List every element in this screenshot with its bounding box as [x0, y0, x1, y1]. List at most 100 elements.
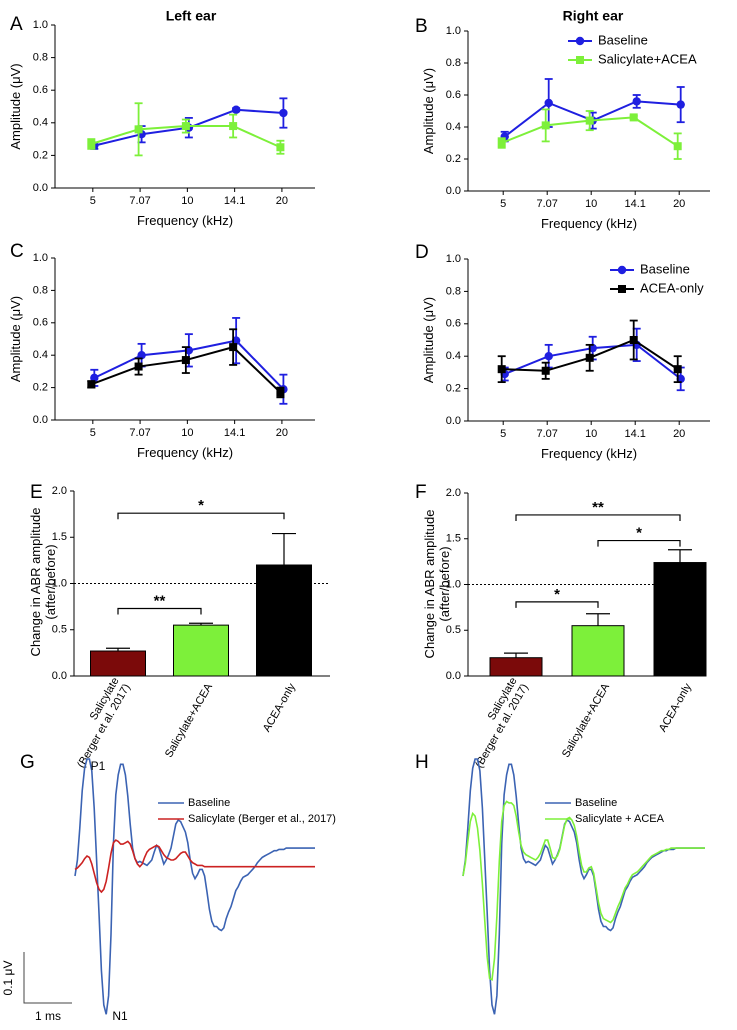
scale-bar	[23, 952, 72, 1004]
x-tick-label-line: ACEA-only	[261, 681, 299, 734]
legend: Baseline Salicylate (Berger et al., 2017)	[158, 797, 336, 825]
legend-marker	[618, 285, 626, 293]
y-tick-label: 0.4	[33, 349, 48, 361]
x-tick-label: 20	[673, 198, 685, 210]
y-tick-label: 0.4	[446, 121, 461, 133]
y-axis-label: Amplitude (μV)	[8, 63, 23, 149]
data-point	[279, 108, 288, 118]
x-tick-label: 10	[585, 428, 597, 440]
scale-bar-vertical-label: 0.1 μV	[1, 961, 15, 996]
y-tick-label: 1.0	[446, 25, 461, 37]
panel-c: C 0.0 0.2 0.4 0.6 0.8 1.0 5 7.07 10 14.1 20 Frequenc…	[8, 241, 315, 460]
series-acea-only	[87, 328, 285, 399]
y-tick-label: 1.0	[52, 577, 67, 589]
y-tick-label: 0.2	[33, 149, 48, 161]
scale-bar-horizontal-label: 1 ms	[35, 1009, 61, 1023]
x-tick-label: 5	[500, 428, 506, 440]
x-axis-label: Frequency (kHz)	[137, 213, 233, 228]
y-tick-label: 0.4	[33, 117, 48, 129]
y-tick-label: 0.2	[33, 382, 48, 394]
x-tick-label: Salicylate+ACEA	[560, 681, 612, 760]
legend-label: Baseline	[640, 261, 690, 276]
x-tick-label: 14.1	[624, 428, 645, 440]
y-tick-label: 0.8	[33, 52, 48, 64]
x-tick-label: 7.07	[536, 198, 557, 210]
data-point	[497, 139, 506, 147]
data-point	[134, 362, 143, 371]
x-tick-label: 5	[500, 198, 506, 210]
series-acea-only	[497, 319, 682, 384]
y-tick-label: 0.2	[446, 153, 461, 165]
legend: Baseline ACEA-only	[610, 261, 704, 295]
x-tick-label: Salicylate+ACEA	[163, 681, 215, 760]
x-tick-label: 10	[585, 198, 597, 210]
x-tick-label: ACEA-only	[657, 681, 695, 734]
data-point	[541, 121, 550, 130]
x-tick-label: 10	[181, 427, 193, 439]
legend-label: Salicylate+ACEA	[598, 51, 697, 66]
legend-marker	[576, 56, 584, 64]
y-tick-label: 0.6	[33, 317, 48, 329]
panel-e: E 0.0 0.5 1.0 1.5 2.0 Change in ABR amplitude(…	[28, 482, 330, 770]
data-point	[87, 380, 96, 389]
legend-marker	[575, 36, 585, 46]
legend-label: ACEA-only	[640, 280, 704, 295]
data-point	[181, 356, 190, 365]
data-point	[541, 366, 550, 375]
bar	[173, 624, 229, 677]
x-tick-label: 14.1	[224, 427, 245, 439]
y-axis-label: Amplitude (μV)	[421, 68, 436, 154]
data-point	[585, 353, 594, 362]
peak-label-p1: P1	[91, 759, 106, 773]
significance-bracket	[597, 539, 681, 547]
y-tick-label: 0.0	[33, 182, 48, 194]
y-tick-label: 0.0	[446, 185, 461, 197]
legend-label: Baseline	[598, 32, 648, 47]
panel-letter-g: G	[20, 752, 35, 773]
trace-baseline	[74, 758, 315, 1015]
x-tick-label: 20	[276, 427, 288, 439]
data-point	[673, 365, 682, 374]
panel-h: H Baseline Salicylate + ACEA	[415, 752, 705, 1015]
x-tick-label: 14.1	[224, 195, 245, 207]
panel-letter-f: F	[415, 482, 427, 503]
series-salicylate-acea	[87, 102, 285, 157]
panel-f: F 0.0 0.5 1.0 1.5 2.0 Change in ABR amplitude(…	[415, 482, 707, 770]
panel-letter-c: C	[10, 241, 24, 262]
significance-bracket	[117, 512, 285, 520]
data-point	[544, 352, 553, 361]
y-tick-label: 1.0	[446, 578, 461, 590]
y-tick-label: 1.5	[446, 533, 461, 545]
x-tick-label-line: Salicylate+ACEA	[163, 681, 215, 760]
y-tick-label: 0.0	[446, 670, 461, 682]
y-tick-label: 0.6	[446, 89, 461, 101]
x-tick-label: 7.07	[129, 195, 150, 207]
data-point	[632, 97, 641, 106]
legend: Baseline Salicylate + ACEA	[545, 797, 665, 825]
series-salicylate-acea	[497, 108, 682, 160]
data-point	[181, 122, 190, 131]
y-axis-label: Change in ABR amplitude	[28, 508, 43, 657]
x-tick-label: 20	[673, 428, 685, 440]
legend-label: Baseline	[575, 797, 617, 809]
y-axis-label: (after/before)	[43, 544, 58, 619]
panel-letter-h: H	[415, 752, 429, 773]
data-point	[544, 98, 553, 108]
x-tick-label-line: ACEA-only	[657, 681, 695, 734]
significance-bracket	[515, 601, 599, 608]
y-tick-label: 0.8	[33, 284, 48, 296]
data-point	[276, 388, 285, 397]
y-tick-label: 0.5	[446, 624, 461, 636]
panel-d: D 0.0 0.2 0.4 0.6 0.8 1.0 5 7.07 10 14.1 20 Frequenc…	[415, 242, 710, 461]
panel-letter-a: A	[10, 14, 23, 35]
x-axis-label: Frequency (kHz)	[541, 216, 637, 231]
data-point	[673, 142, 682, 151]
y-tick-label: 1.0	[33, 19, 48, 31]
panel-a: A Left ear 0.0 0.2 0.4 0.6 0.8 1.0 5 7.07 10 14.1 20…	[8, 8, 315, 228]
significance-label: *	[554, 586, 560, 603]
data-point	[134, 125, 143, 134]
x-tick-label: ACEA-only	[261, 681, 299, 734]
significance-label: **	[154, 592, 166, 609]
x-tick-label-line: Salicylate+ACEA	[560, 681, 612, 760]
y-tick-label: 2.0	[52, 485, 67, 497]
